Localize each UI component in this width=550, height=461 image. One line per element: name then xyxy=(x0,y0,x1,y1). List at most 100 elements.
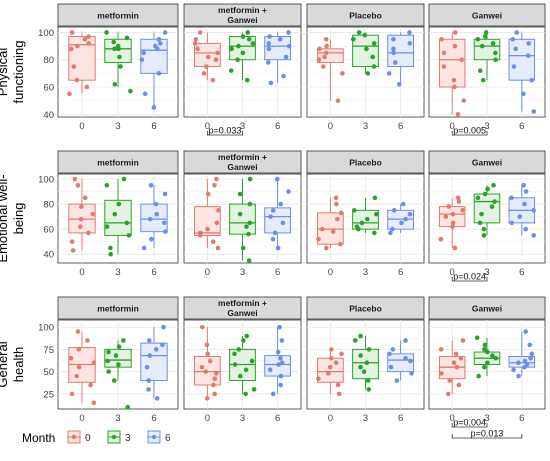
data-point xyxy=(392,60,398,65)
data-point xyxy=(481,226,487,232)
data-point xyxy=(205,396,210,401)
data-point xyxy=(162,30,168,35)
data-point xyxy=(438,347,444,352)
y-tick-label: 40 xyxy=(43,250,54,261)
data-point xyxy=(324,43,329,49)
data-point xyxy=(69,239,75,244)
data-point xyxy=(205,54,211,60)
data-point xyxy=(340,71,345,76)
data-point xyxy=(156,36,162,42)
data-point xyxy=(351,36,356,42)
data-point xyxy=(509,195,514,201)
legend-label: 3 xyxy=(125,433,131,444)
data-point xyxy=(372,195,378,201)
x-tick-label: 0 xyxy=(79,413,84,424)
data-point xyxy=(147,338,152,343)
data-point xyxy=(452,245,458,251)
data-point xyxy=(390,347,396,352)
data-point xyxy=(236,347,241,352)
data-point xyxy=(197,30,203,35)
x-tick-label: 3 xyxy=(363,267,368,278)
data-point xyxy=(236,43,241,49)
x-tick-label: 3 xyxy=(240,121,245,132)
data-point xyxy=(452,43,458,49)
data-point xyxy=(205,351,210,357)
data-point xyxy=(75,329,81,334)
data-point xyxy=(88,382,93,388)
data-point xyxy=(447,378,452,383)
p-value-label: p=0.004 xyxy=(453,418,486,428)
data-point xyxy=(193,36,199,42)
data-point xyxy=(237,191,243,197)
data-point xyxy=(90,211,96,217)
data-point xyxy=(356,30,362,35)
p-value-label: p=0.033 xyxy=(209,126,242,136)
data-point xyxy=(409,371,414,376)
data-point xyxy=(529,77,535,83)
data-point xyxy=(86,34,91,39)
data-point xyxy=(330,229,336,234)
data-point xyxy=(323,36,329,42)
facet-label: Ganwei xyxy=(227,308,257,318)
data-point xyxy=(370,54,376,60)
box xyxy=(104,348,132,368)
data-point xyxy=(238,373,243,379)
data-point xyxy=(461,98,467,103)
data-point xyxy=(391,36,396,42)
legend-title: Month xyxy=(22,431,55,445)
data-point xyxy=(281,73,286,79)
data-point xyxy=(407,30,412,35)
data-point xyxy=(195,46,200,52)
data-point xyxy=(76,347,82,352)
data-point xyxy=(522,358,528,364)
data-point xyxy=(362,32,368,38)
data-point xyxy=(286,189,291,194)
data-point xyxy=(205,226,210,232)
x-tick-label: 3 xyxy=(484,121,489,132)
box xyxy=(387,34,414,68)
data-point xyxy=(374,211,379,217)
data-point xyxy=(446,204,452,209)
data-point xyxy=(79,204,84,209)
data-point xyxy=(403,338,408,343)
data-point xyxy=(153,347,159,352)
data-point xyxy=(335,216,340,222)
data-point xyxy=(204,342,210,348)
data-point xyxy=(524,362,530,367)
data-point xyxy=(339,351,344,357)
data-point xyxy=(199,364,205,370)
data-point xyxy=(361,369,367,374)
data-point xyxy=(276,362,281,367)
data-point xyxy=(91,360,97,366)
box xyxy=(508,355,536,368)
facet-strip xyxy=(183,3,302,27)
data-point xyxy=(228,68,234,73)
data-point xyxy=(387,351,392,357)
p-value-label: p=0.013 xyxy=(471,429,504,439)
data-point xyxy=(489,204,495,209)
facet-label: Placebo xyxy=(349,11,382,21)
x-tick-label: 0 xyxy=(328,267,333,278)
data-point xyxy=(454,364,460,370)
legend-swatch-point xyxy=(151,434,157,440)
data-point xyxy=(358,333,363,339)
data-point xyxy=(266,46,272,52)
x-tick-label: 6 xyxy=(398,413,403,424)
data-point xyxy=(516,373,521,379)
data-point xyxy=(456,199,462,204)
data-point xyxy=(116,201,122,207)
data-point xyxy=(510,36,516,42)
data-point xyxy=(333,360,339,366)
data-point xyxy=(364,360,370,366)
data-point xyxy=(68,46,74,52)
data-point xyxy=(439,36,444,42)
data-point xyxy=(265,60,271,65)
data-point xyxy=(104,182,110,188)
data-point xyxy=(246,36,252,42)
data-point xyxy=(334,201,339,207)
box xyxy=(508,38,536,81)
y-tick-label: 75 xyxy=(43,345,54,356)
data-point xyxy=(523,226,528,232)
facet-strip xyxy=(183,150,302,174)
